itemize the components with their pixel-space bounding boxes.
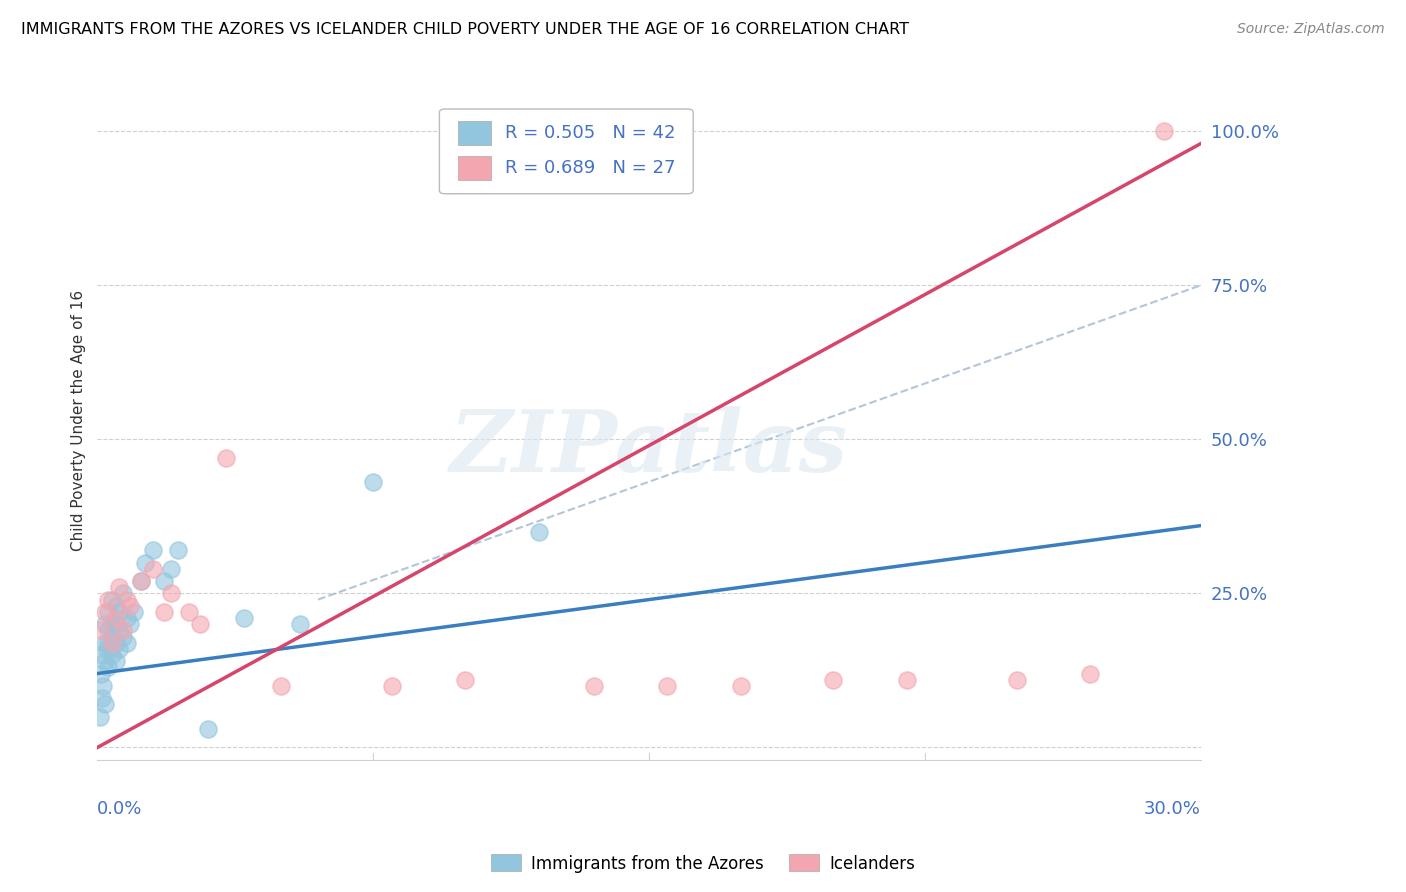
Point — [361, 475, 384, 490]
Point — [104, 599, 127, 613]
Point — [101, 636, 124, 650]
Point — [454, 673, 477, 687]
Point — [90, 691, 112, 706]
Point — [112, 586, 135, 600]
FancyBboxPatch shape — [440, 109, 693, 194]
Point — [527, 524, 550, 539]
Point — [90, 666, 112, 681]
Point — [134, 556, 156, 570]
Point — [115, 611, 138, 625]
Point — [115, 592, 138, 607]
Point — [120, 599, 142, 613]
Point — [582, 679, 605, 693]
Point — [93, 617, 115, 632]
Y-axis label: Child Poverty Under the Age of 16: Child Poverty Under the Age of 16 — [72, 290, 86, 551]
Point — [101, 648, 124, 662]
Point — [131, 574, 153, 588]
Point — [657, 679, 679, 693]
Point — [160, 586, 183, 600]
FancyBboxPatch shape — [458, 156, 491, 180]
Point — [101, 592, 124, 607]
Point — [90, 624, 112, 638]
Point — [104, 611, 127, 625]
Point — [197, 722, 219, 736]
Point — [101, 617, 124, 632]
Point — [152, 605, 174, 619]
Text: Source: ZipAtlas.com: Source: ZipAtlas.com — [1237, 22, 1385, 37]
Point — [896, 673, 918, 687]
Point — [188, 617, 211, 632]
Point — [270, 679, 292, 693]
Point — [97, 660, 120, 674]
Point — [104, 617, 127, 632]
Point — [93, 636, 115, 650]
Point — [89, 709, 111, 723]
Point — [91, 679, 114, 693]
Point — [1005, 673, 1028, 687]
Point — [93, 605, 115, 619]
Point — [97, 592, 120, 607]
Text: R = 0.689   N = 27: R = 0.689 N = 27 — [505, 159, 675, 177]
Point — [152, 574, 174, 588]
Point — [91, 648, 114, 662]
Point — [1080, 666, 1102, 681]
Point — [122, 605, 145, 619]
Point — [97, 636, 120, 650]
Point — [115, 636, 138, 650]
Point — [96, 641, 118, 656]
Point — [288, 617, 311, 632]
Point — [108, 641, 131, 656]
Point — [381, 679, 404, 693]
Point — [101, 630, 124, 644]
Legend: Immigrants from the Azores, Icelanders: Immigrants from the Azores, Icelanders — [485, 847, 921, 880]
Point — [93, 698, 115, 712]
Text: R = 0.505   N = 42: R = 0.505 N = 42 — [505, 124, 675, 142]
Point — [108, 580, 131, 594]
Point — [97, 624, 120, 638]
Point — [1153, 124, 1175, 138]
Text: ZIPatlas: ZIPatlas — [450, 406, 848, 490]
Point — [104, 654, 127, 668]
Text: IMMIGRANTS FROM THE AZORES VS ICELANDER CHILD POVERTY UNDER THE AGE OF 16 CORREL: IMMIGRANTS FROM THE AZORES VS ICELANDER … — [21, 22, 910, 37]
Point — [233, 611, 256, 625]
Point — [131, 574, 153, 588]
Point — [104, 636, 127, 650]
Point — [112, 630, 135, 644]
Point — [730, 679, 752, 693]
Text: 0.0%: 0.0% — [97, 800, 143, 819]
FancyBboxPatch shape — [458, 121, 491, 145]
Point — [821, 673, 844, 687]
Point — [93, 654, 115, 668]
Point — [120, 617, 142, 632]
Point — [215, 450, 238, 465]
Point — [160, 562, 183, 576]
Point — [97, 605, 120, 619]
Point — [167, 543, 190, 558]
Point — [112, 624, 135, 638]
Point — [179, 605, 201, 619]
Point — [108, 605, 131, 619]
Point — [108, 624, 131, 638]
Point — [141, 543, 163, 558]
Point — [141, 562, 163, 576]
Text: 30.0%: 30.0% — [1144, 800, 1201, 819]
